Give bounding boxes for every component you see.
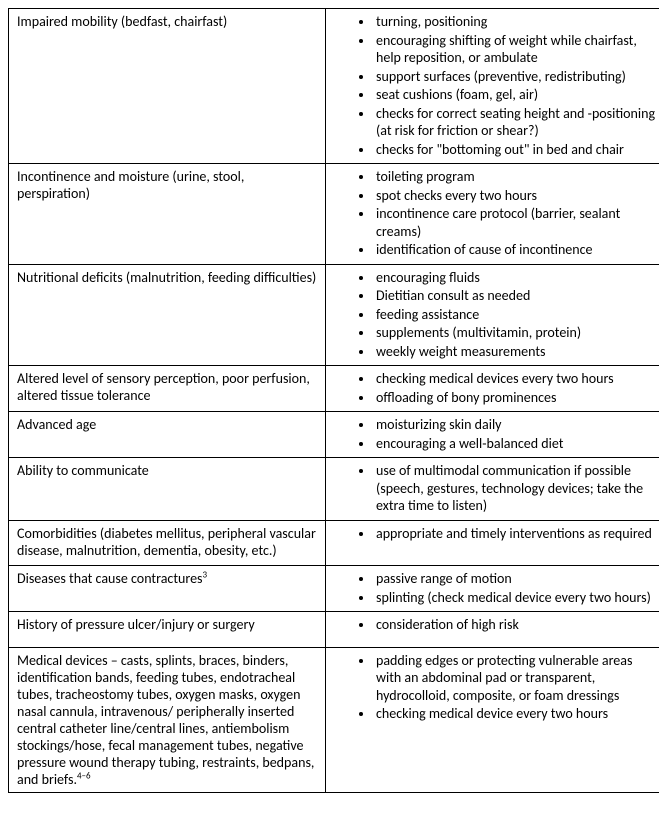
table-row: Nutritional deficits (malnutrition, feed…: [9, 264, 659, 366]
intervention-item: moisturizing skin daily: [374, 416, 659, 435]
intervention-item: seat cushions (foam, gel, air): [374, 86, 659, 105]
intervention-item: encouraging a well-balanced diet: [374, 435, 659, 454]
intervention-item: Dietitian consult as needed: [374, 287, 659, 306]
intervention-item: checking medical devices every two hours: [374, 370, 659, 389]
intervention-item: passive range of motion: [374, 570, 659, 589]
intervention-list: moisturizing skin dailyencouraging a wel…: [326, 416, 659, 453]
intervention-list: padding edges or protecting vulnerable a…: [326, 652, 659, 724]
table-row: History of pressure ulcer/injury or surg…: [9, 612, 659, 648]
risk-factor-cell: History of pressure ulcer/injury or surg…: [9, 612, 326, 648]
intervention-list: appropriate and timely interventions as …: [326, 525, 659, 544]
risk-factor-cell: Diseases that cause contractures3: [9, 566, 326, 612]
intervention-list: consideration of high risk: [326, 616, 659, 635]
intervention-cell: use of multimodal communication if possi…: [326, 458, 659, 521]
intervention-cell: moisturizing skin dailyencouraging a wel…: [326, 412, 659, 458]
intervention-item: use of multimodal communication if possi…: [374, 462, 659, 516]
table-row: Altered level of sensory perception, poo…: [9, 366, 659, 412]
risk-factor-cell: Medical devices – casts, splints, braces…: [9, 647, 326, 792]
intervention-item: spot checks every two hours: [374, 187, 659, 206]
table-row: Incontinence and moisture (urine, stool,…: [9, 164, 659, 265]
intervention-item: weekly weight measurements: [374, 343, 659, 362]
intervention-cell: toileting programspot checks every two h…: [326, 164, 659, 265]
intervention-cell: padding edges or protecting vulnerable a…: [326, 647, 659, 792]
intervention-item: padding edges or protecting vulnerable a…: [374, 652, 659, 706]
risk-factor-cell: Altered level of sensory perception, poo…: [9, 366, 326, 412]
table-row: Comorbidities (diabetes mellitus, periph…: [9, 520, 659, 566]
risk-factor-cell: Incontinence and moisture (urine, stool,…: [9, 164, 326, 265]
table-row: Advanced agemoisturizing skin dailyencou…: [9, 412, 659, 458]
intervention-cell: consideration of high risk: [326, 612, 659, 648]
risk-factor-table: Impaired mobility (bedfast, chairfast)tu…: [8, 8, 659, 793]
table-row: Medical devices – casts, splints, braces…: [9, 647, 659, 792]
intervention-item: incontinence care protocol (barrier, sea…: [374, 205, 659, 241]
intervention-item: encouraging fluids: [374, 269, 659, 288]
intervention-list: encouraging fluidsDietitian consult as n…: [326, 269, 659, 362]
intervention-list: toileting programspot checks every two h…: [326, 168, 659, 260]
intervention-item: offloading of bony prominences: [374, 389, 659, 408]
intervention-list: use of multimodal communication if possi…: [326, 462, 659, 516]
intervention-item: toileting program: [374, 168, 659, 187]
risk-factor-cell: Comorbidities (diabetes mellitus, periph…: [9, 520, 326, 566]
intervention-cell: turning, positioningencouraging shifting…: [326, 9, 659, 164]
intervention-item: feeding assistance: [374, 306, 659, 325]
intervention-item: turning, positioning: [374, 13, 659, 32]
intervention-cell: checking medical devices every two hours…: [326, 366, 659, 412]
intervention-item: encouraging shifting of weight while cha…: [374, 32, 659, 68]
intervention-item: checking medical device every two hours: [374, 705, 659, 724]
intervention-item: checks for correct seating height and -p…: [374, 105, 659, 141]
table-row: Impaired mobility (bedfast, chairfast)tu…: [9, 9, 659, 164]
risk-factor-cell: Ability to communicate: [9, 458, 326, 521]
table-row: Diseases that cause contractures3passive…: [9, 566, 659, 612]
risk-factor-cell: Advanced age: [9, 412, 326, 458]
intervention-item: splinting (check medical device every tw…: [374, 589, 659, 608]
intervention-item: supplements (multivitamin, protein): [374, 324, 659, 343]
intervention-item: support surfaces (preventive, redistribu…: [374, 68, 659, 87]
intervention-cell: encouraging fluidsDietitian consult as n…: [326, 264, 659, 366]
intervention-list: passive range of motionsplinting (check …: [326, 570, 659, 607]
intervention-item: checks for "bottoming out" in bed and ch…: [374, 141, 659, 160]
intervention-item: identification of cause of incontinence: [374, 241, 659, 260]
intervention-cell: appropriate and timely interventions as …: [326, 520, 659, 566]
risk-factor-cell: Impaired mobility (bedfast, chairfast): [9, 9, 326, 164]
intervention-list: checking medical devices every two hours…: [326, 370, 659, 407]
intervention-cell: passive range of motionsplinting (check …: [326, 566, 659, 612]
intervention-item: appropriate and timely interventions as …: [374, 525, 659, 544]
intervention-list: turning, positioningencouraging shifting…: [326, 13, 659, 159]
intervention-item: consideration of high risk: [374, 616, 659, 635]
table-row: Ability to communicate use of multimodal …: [9, 458, 659, 521]
risk-factor-cell: Nutritional deficits (malnutrition, feed…: [9, 264, 326, 366]
